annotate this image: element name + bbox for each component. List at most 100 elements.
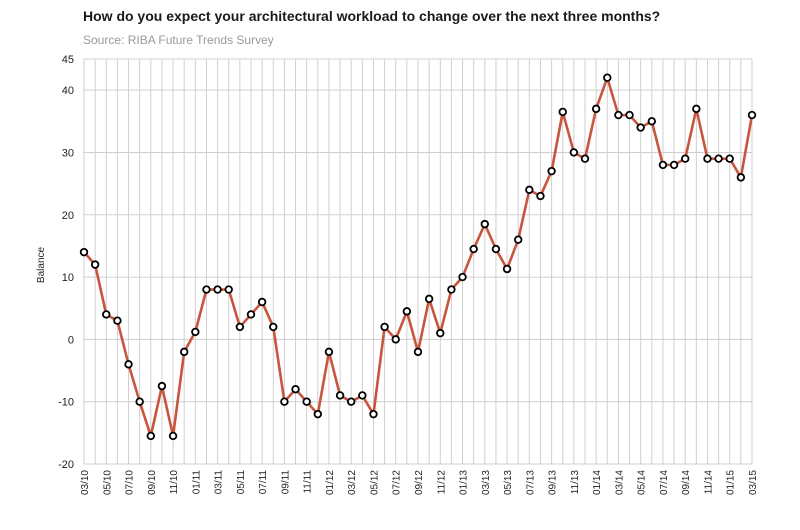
y-axis-ticks: -20 -10 0 10 20 30 40 45 [58, 54, 74, 471]
data-point [79, 247, 89, 257]
x-tick-label: 03/13 [481, 470, 492, 495]
y-tick-label: 10 [62, 272, 74, 284]
x-tick-label: 03/10 [80, 470, 91, 495]
data-point [681, 154, 690, 163]
x-tick-label: 07/14 [659, 470, 670, 495]
data-point [358, 391, 367, 400]
data-point [391, 335, 400, 344]
x-tick-label: 07/12 [392, 470, 403, 495]
data-point [402, 307, 412, 316]
y-axis-label: Balance [36, 246, 47, 283]
x-tick-label: 03/14 [614, 470, 625, 495]
x-tick-label: 01/11 [191, 470, 202, 495]
data-point [603, 73, 612, 82]
data-point [369, 409, 378, 419]
data-point [191, 327, 200, 337]
data-point [747, 110, 757, 120]
y-tick-label: 40 [62, 85, 74, 97]
y-tick-label: 45 [62, 54, 74, 66]
data-point [547, 166, 556, 176]
data-point [736, 173, 746, 182]
data-point [224, 285, 233, 294]
x-tick-label: 05/11 [236, 470, 247, 495]
data-point [280, 397, 289, 406]
x-tick-label: 09/13 [548, 470, 559, 495]
x-tick-label: 07/11 [258, 470, 269, 495]
data-point [168, 431, 178, 441]
data-point [447, 285, 456, 294]
data-point [90, 260, 100, 269]
data-point [124, 360, 133, 369]
x-tick-label: 11/10 [169, 470, 180, 495]
data-point [157, 381, 167, 391]
chart-title: How do you expect your architectural wor… [83, 8, 661, 24]
data-point [658, 160, 668, 170]
data-point [135, 397, 144, 406]
x-tick-label: 01/14 [592, 470, 603, 495]
data-point [625, 110, 634, 120]
y-tick-label: -10 [58, 397, 74, 409]
data-point [413, 347, 423, 357]
x-tick-label: 09/11 [280, 470, 291, 495]
data-point [647, 117, 656, 126]
data-point [102, 310, 111, 319]
data-point [580, 154, 590, 163]
data-points [79, 73, 757, 441]
data-point [525, 185, 534, 195]
x-axis-ticks: 03/10 05/10 07/10 09/10 11/10 01/11 03/11 05/11… [80, 470, 759, 495]
y-tick-label: 30 [62, 147, 74, 159]
data-point [569, 148, 579, 157]
x-tick-label: 07/10 [125, 470, 136, 495]
y-tick-label: -20 [58, 459, 74, 471]
data-point [302, 397, 311, 406]
data-point [514, 235, 523, 244]
x-tick-label: 01/15 [726, 470, 737, 495]
data-point [502, 264, 512, 274]
y-tick-label: 20 [62, 210, 74, 222]
chart-subtitle: Source: RIBA Future Trends Survey [83, 33, 274, 47]
data-point [335, 391, 345, 400]
grid [83, 58, 753, 465]
y-tick-label: 0 [68, 334, 74, 346]
data-point [614, 110, 623, 120]
data-point [291, 385, 300, 394]
x-tick-label: 05/10 [102, 470, 113, 495]
data-point [725, 154, 734, 163]
x-tick-label: 05/14 [637, 470, 648, 495]
data-point [213, 285, 222, 294]
data-point [591, 104, 601, 114]
x-tick-label: 05/12 [369, 470, 380, 495]
x-tick-label: 09/12 [414, 470, 425, 495]
data-point [257, 297, 267, 307]
data-point [113, 316, 122, 325]
x-tick-label: 11/11 [303, 470, 314, 494]
data-point [179, 347, 189, 357]
data-point [669, 160, 679, 170]
data-point [536, 191, 545, 201]
data-point [469, 244, 478, 254]
data-point [246, 310, 256, 319]
data-point [703, 154, 712, 163]
data-point [480, 219, 489, 229]
x-tick-label: 11/13 [570, 470, 581, 495]
data-point [424, 294, 434, 304]
x-tick-label: 03/11 [214, 470, 225, 495]
data-point [491, 244, 501, 254]
data-point [313, 409, 322, 419]
data-point [714, 154, 723, 163]
data-point [146, 431, 155, 441]
data-point [347, 397, 356, 406]
data-point [380, 322, 389, 332]
x-tick-label: 09/14 [681, 470, 692, 495]
data-point [558, 107, 567, 117]
data-point [269, 322, 278, 332]
data-point [324, 347, 334, 357]
x-tick-label: 03/15 [748, 470, 759, 495]
x-tick-label: 07/13 [525, 470, 536, 495]
x-tick-label: 09/10 [147, 470, 158, 495]
data-point [692, 104, 701, 114]
x-tick-label: 11/12 [436, 470, 447, 495]
data-point [235, 322, 245, 332]
data-point [202, 285, 211, 294]
